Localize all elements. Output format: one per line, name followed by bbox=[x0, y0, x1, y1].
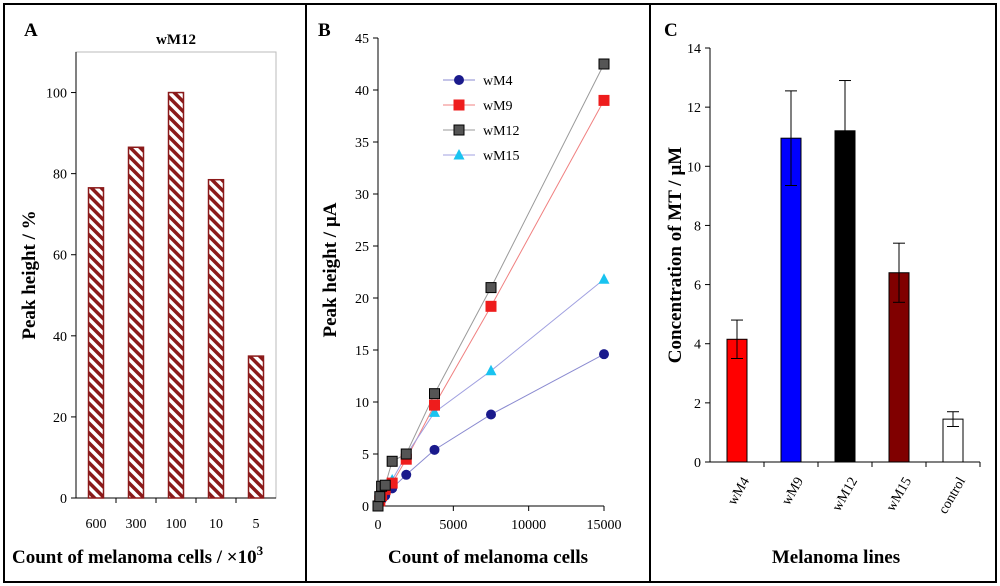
panel-a-xlabel-superscript: 3 bbox=[257, 543, 264, 558]
panel-b-point-wm12 bbox=[485, 282, 497, 294]
panel-b-x-tick-label: 0 bbox=[375, 518, 382, 533]
panel-a-y-tick-label: 0 bbox=[60, 492, 67, 507]
panel-b-legend-marker bbox=[454, 75, 464, 85]
panel-b-y-tick-label: 25 bbox=[355, 240, 369, 255]
panel-b-y-tick-label: 20 bbox=[355, 292, 369, 307]
panel-a-xlabel-text: Count of melanoma cells / ×10 bbox=[12, 547, 257, 568]
panel-a-y-tick-label: 80 bbox=[53, 168, 67, 183]
panel-b-chart: 0 5 10 15 20 25 30 35 40 45 0 5000 10000 15000 wM4 wM9 w… bbox=[355, 32, 622, 533]
panel-c-letter: C bbox=[664, 20, 678, 41]
panel-a-bar bbox=[127, 146, 145, 499]
panel-c-frame bbox=[649, 3, 997, 583]
panel-b-legend-label: wM12 bbox=[483, 124, 520, 139]
panel-b-point-wm12 bbox=[386, 455, 398, 467]
panel-b-point-wm9 bbox=[386, 477, 398, 489]
panel-b-point-wm12 bbox=[429, 388, 440, 400]
panel-b-y-tick-label: 40 bbox=[355, 84, 369, 99]
panel-b-point-wm12 bbox=[400, 448, 412, 460]
panel-b-point-wm9 bbox=[429, 399, 440, 411]
panel-c-y-tick-label: 2 bbox=[694, 397, 701, 412]
panel-b-point-wm4 bbox=[429, 444, 440, 455]
panel-b-legend-label: wM4 bbox=[483, 74, 513, 89]
panel-b-x-tick-label: 10000 bbox=[511, 518, 546, 533]
panel-b-point-wm4 bbox=[486, 409, 496, 420]
panel-c-y-tick-label: 14 bbox=[687, 42, 701, 57]
panel-a-ylabel: Peak height / % bbox=[19, 210, 40, 339]
panel-b-x-tick-label: 15000 bbox=[587, 518, 622, 533]
panel-a-title: wM12 bbox=[156, 32, 196, 48]
panel-c-y-tick-label: 12 bbox=[687, 101, 701, 116]
panel-b-legend-marker bbox=[453, 99, 465, 111]
panel-b-x-tick-label: 5000 bbox=[439, 518, 467, 533]
panel-a-x-tick-label: 5 bbox=[253, 517, 260, 532]
panel-c-xlabel: Melanoma lines bbox=[772, 547, 900, 568]
panel-b-point-wm9 bbox=[485, 300, 497, 312]
panel-b-point-wm12 bbox=[372, 500, 384, 512]
panel-b-y-tick-label: 15 bbox=[355, 344, 369, 359]
panel-c-y-tick-label: 10 bbox=[687, 160, 701, 175]
panel-b-point-wm15 bbox=[598, 273, 610, 284]
panel-b-point-wm4 bbox=[599, 349, 609, 360]
panel-a-xlabel: Count of melanoma cells / ×103 bbox=[12, 543, 264, 568]
panel-a-bar bbox=[167, 91, 185, 499]
panel-a-y-tick-label: 40 bbox=[53, 330, 67, 345]
panel-b-point-wm12 bbox=[598, 58, 610, 70]
panel-c-y-tick-label: 0 bbox=[694, 456, 701, 471]
panel-b-point-wm9 bbox=[598, 94, 610, 106]
panel-b-letter: B bbox=[318, 20, 331, 41]
panel-b-legend-marker bbox=[453, 124, 465, 136]
panel-b-y-tick-label: 10 bbox=[355, 396, 369, 411]
panel-b-y-tick-label: 35 bbox=[355, 136, 369, 151]
panel-b-y-tick-label: 5 bbox=[362, 448, 369, 463]
panel-a-x-tick-label: 300 bbox=[126, 517, 147, 532]
panel-b-xlabel: Count of melanoma cells bbox=[388, 547, 588, 568]
panel-b-legend-label: wM15 bbox=[483, 149, 520, 164]
panel-a-bar bbox=[207, 178, 225, 499]
panel-b-y-tick-label: 45 bbox=[355, 32, 369, 47]
panel-a-x-tick-label: 10 bbox=[209, 517, 223, 532]
panel-a-x-tick-label: 600 bbox=[86, 517, 107, 532]
panel-a-y-tick-label: 20 bbox=[53, 411, 67, 426]
panel-b-point-wm12 bbox=[379, 479, 391, 491]
panel-c-ylabel: Concentration of MT / µM bbox=[665, 147, 686, 363]
panel-c-y-tick-label: 6 bbox=[694, 279, 701, 294]
panel-c-bar bbox=[780, 137, 802, 463]
panel-b-point-wm4 bbox=[401, 469, 412, 480]
panel-c-y-tick-label: 4 bbox=[694, 338, 701, 353]
panel-b-legend-marker bbox=[453, 149, 465, 160]
panel-c-y-tick-label: 8 bbox=[694, 219, 701, 234]
panel-a-chart: 0 20 40 60 80 100 600 300 100 10 5 bbox=[46, 52, 276, 532]
panel-a-x-tick-label: 100 bbox=[166, 517, 187, 532]
panel-b-point-wm15 bbox=[485, 364, 497, 376]
panel-a-y-tick-label: 60 bbox=[53, 249, 67, 264]
panel-b-y-tick-label: 30 bbox=[355, 188, 369, 203]
panel-a-y-tick-label: 100 bbox=[46, 87, 67, 102]
panel-b-ylabel: Peak height / µA bbox=[320, 202, 341, 337]
panel-a-bar bbox=[247, 355, 265, 499]
panel-b-frame bbox=[305, 3, 651, 583]
panel-b-y-tick-label: 0 bbox=[362, 500, 369, 515]
panel-b-point-wm12 bbox=[374, 491, 386, 503]
panel-b-legend-label: wM9 bbox=[483, 99, 513, 114]
panel-a-bar bbox=[87, 187, 105, 499]
panel-a-letter: A bbox=[24, 20, 38, 41]
panel-b-point-wm15 bbox=[429, 406, 440, 417]
